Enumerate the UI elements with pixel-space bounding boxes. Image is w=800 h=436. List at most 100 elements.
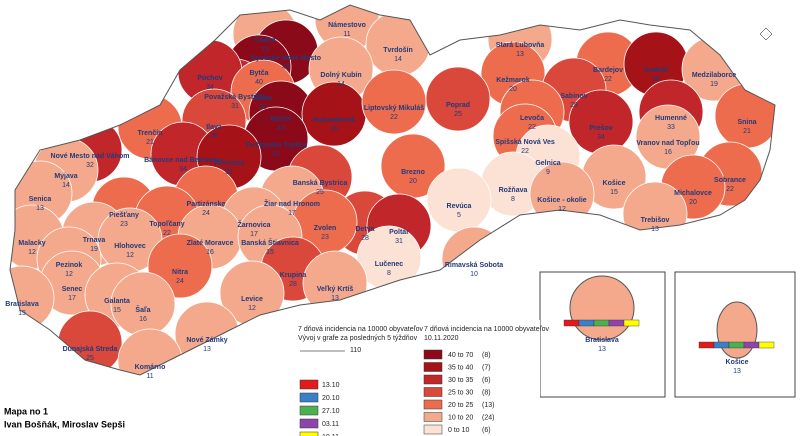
district-name: Veľký Krtíš: [317, 286, 354, 293]
district: [425, 66, 491, 132]
legend-swatch: [299, 418, 319, 429]
legend-title: 7 dňová incidencia na 10000 obyvateľov: [298, 326, 424, 333]
district-name: Trenčín: [138, 130, 163, 137]
district-value: 13: [36, 205, 44, 212]
legend-subtitle: Vývoj v grafe za posledných 5 týždňov: [298, 335, 418, 342]
district: [361, 69, 427, 135]
district-value: 35: [330, 126, 338, 133]
district-value: 17: [250, 231, 258, 238]
legend-swatch: [423, 412, 443, 422]
district-name: Humenné: [655, 115, 687, 122]
district-name: Žiar nad Hronom: [264, 199, 320, 208]
legend-swatch: [423, 349, 443, 360]
district-value: 19: [710, 81, 718, 88]
district-value: 33: [667, 124, 675, 131]
district-name: Poprad: [446, 102, 470, 109]
legend-count: (6): [482, 377, 491, 384]
district-value: 22: [604, 76, 612, 83]
district-value: 17: [288, 210, 296, 217]
district-name: Kežmarok: [496, 77, 530, 84]
legend-label: 35 to 40: [448, 364, 473, 371]
district-name: Bardejov: [593, 67, 623, 74]
inset-district: [569, 275, 635, 341]
district: [174, 301, 240, 367]
district-name: Bánovce nad Bebravou: [144, 157, 222, 164]
district-name: Banská Bystrica: [293, 180, 348, 187]
legend-label: 40 to 70: [448, 352, 473, 359]
district-name: Michalovce: [674, 190, 712, 197]
district-value: 12: [558, 206, 566, 213]
district: [529, 161, 595, 227]
district-name: Trnava: [83, 237, 106, 244]
district-value: 21: [743, 128, 751, 135]
district-name: Bytča: [249, 70, 268, 77]
district-value: 15: [610, 189, 618, 196]
district-value: 25: [454, 111, 462, 118]
district-value: 24: [202, 210, 210, 217]
legend-count: (7): [482, 364, 491, 371]
inset-value: 13: [598, 346, 606, 353]
district-name: Sobrance: [714, 177, 746, 184]
district-value: 14: [394, 56, 402, 63]
district: [714, 83, 775, 149]
legend-count: (8): [482, 352, 491, 359]
legend-label: 13.10: [322, 382, 340, 389]
district-name: Poltár: [389, 229, 409, 236]
legend-label: 20 to 25: [448, 402, 473, 409]
district-value: 22: [726, 186, 734, 193]
district-name: Dunajská Streda: [63, 346, 118, 353]
district: [302, 250, 368, 316]
district-value: 38: [225, 169, 233, 176]
district-name: Košice - okolie: [537, 197, 587, 204]
footer-authors: Ivan Bošňák, Miroslav Sepši: [4, 419, 125, 429]
legend-label: 25 to 30: [448, 389, 473, 396]
district-name: Partizánske: [187, 201, 226, 208]
district-name: Turčianske Teplice: [245, 142, 307, 149]
district-value: 41: [272, 151, 280, 158]
district-name: Sabinov: [560, 93, 587, 100]
inset-bar: [713, 341, 730, 349]
legend-label: 10 to 20: [448, 414, 473, 421]
district-value: 25: [316, 189, 324, 196]
legend-label: 20.10: [322, 395, 340, 402]
district-name: Svidník: [644, 67, 669, 74]
district-value: 12: [65, 271, 73, 278]
district-value: 23: [321, 234, 329, 241]
district-value: 20: [689, 199, 697, 206]
legend-count: (6): [482, 427, 491, 434]
district-value: 5: [457, 212, 461, 219]
district-value: 34: [206, 84, 214, 91]
legend-count: (8): [482, 389, 491, 396]
district-name: Bratislava: [5, 301, 39, 308]
district: [441, 226, 507, 292]
district-value: 16: [206, 249, 214, 256]
district-name: Námestovo: [328, 22, 366, 29]
district-name: Banská Štiavnica: [241, 238, 299, 247]
country-border: [9, 4, 776, 376]
district-value: 14: [337, 81, 345, 88]
district-value: 12: [126, 252, 134, 259]
legend-swatch: [423, 362, 443, 372]
district: [426, 167, 492, 233]
district-name: Žilina: [254, 93, 272, 102]
district-name: Spišská Nová Ves: [495, 139, 555, 146]
legend-swatch: [299, 405, 319, 416]
district-value: 28: [361, 235, 369, 242]
district-value: 16: [139, 316, 147, 323]
district-name: Dolný Kubín: [320, 72, 361, 79]
district-value: 25: [86, 355, 94, 362]
district: [365, 11, 431, 77]
legend-swatch: [423, 399, 443, 410]
district-name: Nové Zámky: [186, 337, 227, 344]
district-name: Brezno: [401, 169, 425, 176]
district-name: Pezinok: [56, 262, 83, 269]
district-value: 43: [277, 125, 285, 132]
district-value: 40: [255, 79, 263, 86]
district-value: 24: [176, 278, 184, 285]
district-name: Zlaté Moravce: [187, 240, 234, 247]
district-name: Vranov nad Topľou: [636, 140, 699, 147]
compass: [759, 27, 773, 41]
district-name: Levoča: [520, 115, 544, 122]
district-value: 22: [163, 230, 171, 237]
district: [301, 81, 367, 147]
